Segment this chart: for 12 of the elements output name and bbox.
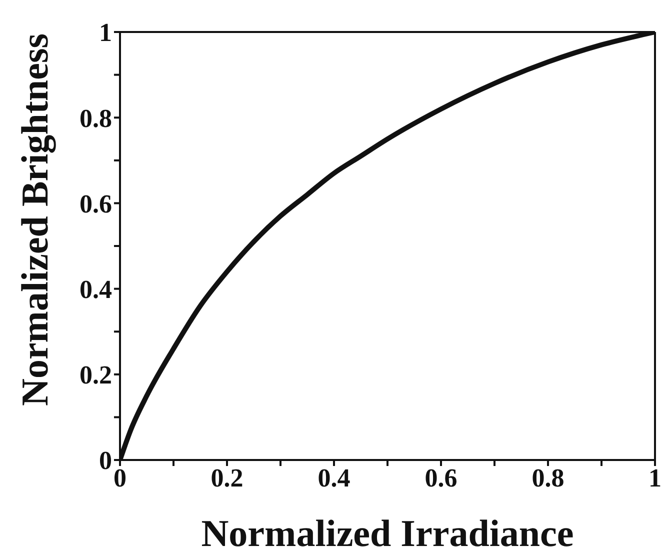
x-tick-label: 0.6 [424, 463, 458, 492]
y-tick-label: 0.8 [80, 104, 112, 133]
y-axis-title: Normalized Brightness [14, 33, 56, 406]
x-tick-label: 0.4 [318, 463, 350, 492]
y-tick-label: 0.6 [80, 189, 112, 218]
x-tick-label: 0.8 [532, 463, 564, 492]
y-tick-label: 0.2 [80, 360, 112, 390]
y-tick-label: 1 [99, 18, 112, 48]
x-tick-label: 1 [648, 463, 662, 492]
y-tick-label: 0.4 [80, 275, 112, 304]
x-axis-title: Normalized Irradiance [201, 513, 574, 547]
x-tick-label: 0.2 [210, 463, 244, 492]
